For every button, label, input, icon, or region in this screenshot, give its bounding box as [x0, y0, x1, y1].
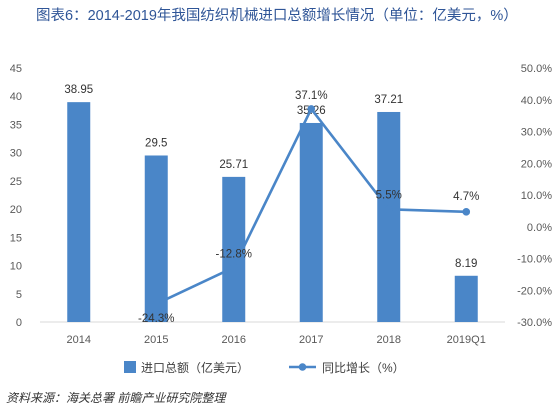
bar-value-label: 8.19	[455, 258, 477, 270]
y-left-tick-label: 35	[10, 119, 22, 131]
legend-swatch-bar	[124, 361, 136, 373]
y-right-tick-label: 40.0%	[521, 95, 552, 107]
legend-label-line: 同比增长（%）	[322, 361, 405, 375]
x-tick-label: 2018	[377, 334, 401, 346]
line-value-label: 4.7%	[453, 191, 479, 203]
line-value-label: 5.5%	[376, 189, 402, 201]
bar	[299, 122, 323, 322]
y-right-tick-label: 0.0%	[527, 222, 552, 234]
legend-label-bar: 进口总额（亿美元）	[141, 360, 249, 375]
y-right-tick-label: -30.0%	[517, 317, 552, 329]
x-tick-label: 2016	[222, 334, 246, 346]
y-left-tick-label: 5	[16, 289, 22, 301]
y-right-tick-label: 20.0%	[521, 158, 552, 170]
y-right-tick-label: -20.0%	[517, 285, 552, 297]
chart-title: 图表6：2014-2019年我国纺织机械进口总额增长情况（单位：亿美元，%）	[36, 8, 518, 24]
x-tick-label: 2017	[299, 334, 323, 346]
growth-point	[152, 300, 161, 308]
y-right-tick-label: 50.0%	[521, 63, 552, 75]
y-right-tick-label: -10.0%	[517, 254, 552, 266]
line-value-label: -12.8%	[216, 248, 252, 260]
bar	[222, 176, 246, 322]
y-right-tick-label: 10.0%	[521, 190, 552, 202]
bar-value-label: 25.71	[219, 159, 248, 171]
bar-value-label: 37.21	[374, 94, 403, 106]
bar	[377, 111, 401, 323]
y-left-tick-label: 10	[10, 261, 22, 273]
growth-point	[462, 208, 471, 216]
legend-swatch-marker	[298, 363, 307, 371]
bar-value-label: 29.5	[145, 137, 167, 149]
x-tick-label: 2014	[67, 334, 91, 346]
x-tick-label: 2015	[144, 334, 168, 346]
bar-value-label: 38.95	[64, 84, 93, 96]
y-left-tick-label: 40	[10, 91, 22, 103]
x-tick-label: 2019Q1	[447, 334, 486, 346]
growth-point	[229, 263, 238, 272]
y-left-tick-label: 20	[10, 204, 22, 216]
y-right-tick-label: 30.0%	[521, 127, 552, 139]
y-left-tick-label: 25	[10, 176, 22, 188]
line-value-label: 37.1%	[295, 90, 328, 102]
growth-point	[307, 105, 316, 113]
growth-point	[384, 205, 393, 214]
bar	[144, 155, 168, 322]
source-note: 资料来源：海关总署 前瞻产业研究院整理	[6, 391, 226, 405]
bar	[67, 102, 91, 322]
line-value-label: -24.3%	[138, 313, 174, 325]
y-left-tick-label: 0	[16, 317, 22, 329]
y-left-tick-label: 15	[10, 232, 22, 244]
bar	[454, 275, 478, 322]
y-left-tick-label: 30	[10, 148, 22, 160]
y-left-tick-label: 45	[10, 63, 22, 75]
